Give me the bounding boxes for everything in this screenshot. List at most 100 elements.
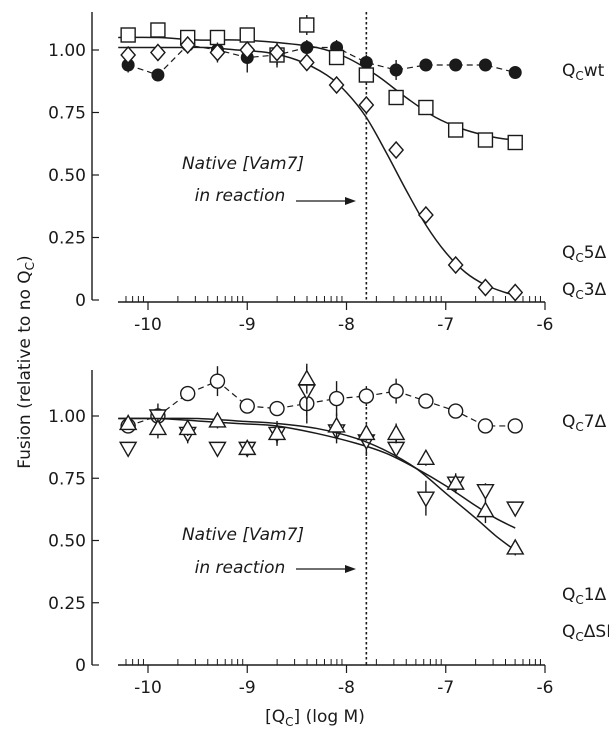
data-point [419,58,433,72]
data-point [178,419,197,436]
y-tick-label: 0.25 [48,594,86,614]
x-tick-label: -8 [338,678,355,698]
y-axis-label-subscript: C [23,262,37,270]
annotation-line2: in reaction [195,186,286,206]
data-point [357,424,376,441]
data-point [151,68,165,82]
data-point [478,58,492,72]
data-point [269,43,285,62]
x-tick-label: -10 [134,315,162,335]
annotation-arrow-head [345,197,356,205]
x-axis-label-subscript: C [285,715,293,729]
data-point [507,418,523,434]
data-point [447,255,464,275]
data-point [388,140,405,160]
data-point [209,29,226,46]
data-point [179,35,196,55]
data-point [118,441,138,458]
data-point [358,388,375,404]
data-point [299,17,315,33]
data-point [389,63,403,77]
y-tick-label: 0.75 [48,469,86,489]
series-open-diamond: QC3Δ [118,35,607,302]
data-point [447,403,464,419]
data-point [328,390,345,407]
data-point [506,538,525,555]
series-open-circle: QC7Δ [120,366,607,434]
annotation-line1: Native [Vam7] [182,154,304,174]
data-point [507,134,523,151]
data-point [208,411,227,428]
data-point [239,40,256,60]
bottom-panel: 0 0.25 0.50 0.75 1.00 -10 -9 -8 -7 -6 Native [Vam7… [48,363,609,698]
data-point [328,49,345,66]
annotation-line1: Native [Vam7] [182,525,304,545]
data-point [179,385,196,402]
series-label: QC1Δ [562,585,607,607]
data-point [507,283,524,302]
data-point [267,424,287,441]
annotation-line2: in reaction [195,558,286,578]
data-point [120,45,137,65]
data-point [298,53,315,72]
data-point [239,27,255,43]
data-point [416,491,436,508]
series-label: QCwt [562,61,605,83]
y-tick-label: 0.25 [48,229,86,249]
x-tick-label: -7 [437,678,454,698]
x-tick-label: -10 [134,678,162,698]
x-tick-label: -8 [338,315,355,335]
data-point [297,369,317,386]
data-point [269,400,285,417]
data-point [477,132,494,148]
series-label: QC5Δ [562,243,607,265]
data-point [417,205,434,225]
data-point [476,501,495,518]
series-label: QCΔSD [562,622,609,644]
data-point [148,419,168,436]
data-point [418,99,434,116]
x-axis-label: [QC] (log M) [265,707,365,729]
data-point [388,383,404,399]
series-fit-curve [118,417,516,552]
data-point [506,501,525,518]
y-axis-label: Fusion (relative to no QC) [15,255,37,468]
y-tick-label: 0 [75,291,86,311]
y-tick-label: 0.50 [48,532,86,552]
data-point [386,424,406,441]
y-tick-label: 1.00 [48,407,86,427]
top-panel: 0 0.25 0.50 0.75 1.00 -10 -9 -8 -7 -6 Native [Vam7… [48,12,607,335]
data-point [418,393,434,409]
data-point [150,22,166,38]
data-point [477,278,494,297]
data-point [239,398,255,414]
data-point [120,27,136,43]
data-point [328,75,345,95]
data-point [358,95,375,115]
data-point [416,448,436,466]
data-point [446,473,465,490]
data-point [476,484,495,501]
y-tick-label: 0.75 [48,104,86,124]
x-tick-label: -6 [537,678,554,698]
data-point [148,409,168,426]
data-point [358,67,375,83]
data-point [209,43,226,62]
data-point [300,41,314,54]
data-point [149,43,166,62]
y-tick-label: 1.00 [48,41,86,61]
series-fit-curve [118,36,516,141]
series-fit-curve [118,417,516,529]
data-point [386,441,406,458]
data-point [449,58,463,72]
series-label: QC3Δ [562,280,607,302]
series-open-triangle-up: QCΔSD [118,363,609,644]
y-tick-label: 0.50 [48,166,86,186]
x-tick-label: -7 [437,315,454,335]
series-open-square: QC5Δ [118,15,607,265]
x-tick-label: -9 [239,315,256,335]
data-point [238,438,257,456]
x-tick-label: -9 [239,678,256,698]
data-point [477,418,494,434]
